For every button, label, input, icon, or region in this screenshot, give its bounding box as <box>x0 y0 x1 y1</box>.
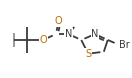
Text: N: N <box>65 29 72 39</box>
Text: S: S <box>85 49 91 59</box>
Text: N: N <box>91 29 99 39</box>
Text: O: O <box>39 35 47 45</box>
Text: Br: Br <box>119 40 130 50</box>
Text: O: O <box>55 16 63 26</box>
